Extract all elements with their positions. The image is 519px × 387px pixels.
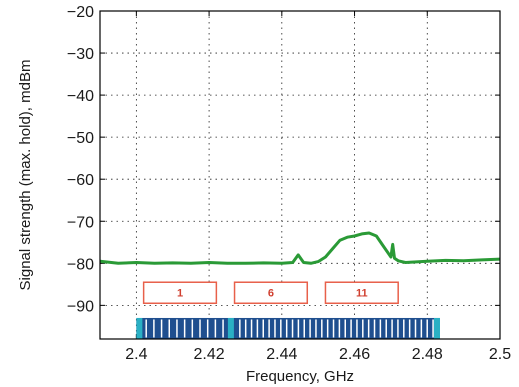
x-axis-title: Frequency, GHz <box>246 368 354 385</box>
y-tick-label: −60 <box>67 172 94 189</box>
band-edge-cap <box>434 317 440 339</box>
y-tick-label: −80 <box>67 256 94 273</box>
x-tick-label: 2.48 <box>412 346 443 363</box>
channel-label: 1 <box>177 288 183 300</box>
y-tick-label: −70 <box>67 214 94 231</box>
y-axis-title: Signal strength (max. hold), mdBm <box>17 60 34 291</box>
channel-box <box>324 281 399 305</box>
channel-label: 6 <box>268 288 274 300</box>
x-tick-label: 2.42 <box>194 346 225 363</box>
x-tick-label: 2.4 <box>125 346 147 363</box>
y-tick-label: −90 <box>67 298 94 315</box>
y-tick-label: −50 <box>67 130 94 147</box>
x-tick-labels: 2.4 2.42 2.44 2.46 2.48 2.5 <box>125 346 511 363</box>
x-tick-label: 2.46 <box>339 346 370 363</box>
channel-label: 11 <box>356 288 368 300</box>
x-tick-label: 2.44 <box>266 346 297 363</box>
band-bar <box>136 317 440 339</box>
plot-area: 1 6 11 <box>99 231 501 339</box>
signal-series-line <box>99 231 501 265</box>
channel-box <box>142 281 218 305</box>
plot-frame <box>99 10 501 340</box>
y-tick-label: −40 <box>67 88 94 105</box>
x-tick-label: 2.5 <box>489 346 511 363</box>
channel-box <box>233 281 309 305</box>
band-edge-cap <box>136 317 143 339</box>
y-tick-label: −30 <box>67 46 94 63</box>
y-tick-label: −20 <box>67 4 94 21</box>
band-edge-cap <box>227 317 234 339</box>
y-tick-labels: −20 −30 −40 −50 −60 −70 −80 −90 <box>67 4 94 315</box>
